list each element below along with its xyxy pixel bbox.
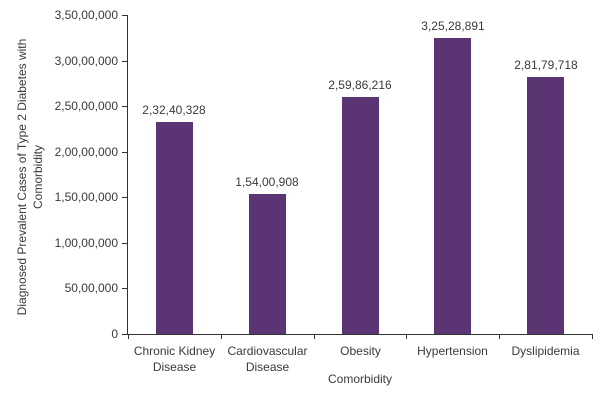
y-tick-label: 3,00,00,000 bbox=[54, 54, 118, 68]
bar-value-label: 1,54,00,908 bbox=[235, 175, 299, 189]
x-category-label: Chronic Kidney Disease bbox=[133, 344, 216, 374]
x-tick bbox=[499, 334, 500, 339]
bar bbox=[249, 194, 286, 334]
bar-value-label: 3,25,28,891 bbox=[421, 19, 485, 33]
x-category-label: Hypertension bbox=[417, 344, 488, 358]
x-category-label: Dyslipidemia bbox=[511, 344, 580, 358]
y-tick bbox=[122, 243, 128, 244]
y-tick bbox=[122, 106, 128, 107]
y-axis-line bbox=[127, 15, 128, 335]
bar-value-label: 2,59,86,216 bbox=[328, 78, 392, 92]
x-category-label: Obesity bbox=[340, 344, 381, 358]
bar-value-label: 2,81,79,718 bbox=[514, 58, 578, 72]
y-tick bbox=[122, 197, 128, 198]
bar bbox=[527, 77, 564, 334]
x-tick bbox=[592, 334, 593, 339]
x-axis-title: Comorbidity bbox=[327, 372, 393, 386]
x-tick bbox=[221, 334, 222, 339]
y-tick-label: 1,00,00,000 bbox=[54, 236, 118, 250]
x-category-label: Cardiovascular Disease bbox=[227, 344, 308, 374]
y-tick-label: 3,50,00,000 bbox=[54, 8, 118, 22]
y-tick bbox=[122, 15, 128, 16]
bar bbox=[156, 122, 193, 334]
x-tick bbox=[128, 334, 129, 339]
y-tick bbox=[122, 334, 128, 335]
bar-value-label: 2,32,40,328 bbox=[142, 103, 206, 117]
y-tick-label: 1,50,00,000 bbox=[54, 190, 118, 204]
y-tick-label: 2,50,00,000 bbox=[54, 99, 118, 113]
y-tick bbox=[122, 288, 128, 289]
y-tick-label: 0 bbox=[111, 327, 118, 341]
y-tick-label: 50,00,000 bbox=[64, 281, 118, 295]
y-tick bbox=[122, 152, 128, 153]
bar bbox=[342, 97, 379, 334]
x-axis-line bbox=[127, 334, 593, 335]
y-tick-label: 2,00,00,000 bbox=[54, 145, 118, 159]
y-tick bbox=[122, 61, 128, 62]
x-tick bbox=[406, 334, 407, 339]
bar bbox=[434, 38, 471, 334]
x-tick bbox=[314, 334, 315, 339]
